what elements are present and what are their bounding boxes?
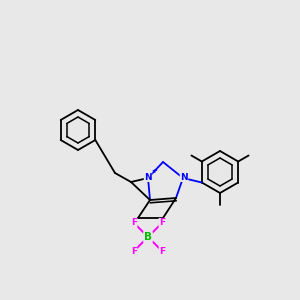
Text: F: F bbox=[131, 218, 137, 227]
Text: N: N bbox=[144, 172, 152, 182]
Text: F: F bbox=[159, 247, 165, 256]
Text: B: B bbox=[144, 232, 152, 242]
Text: F: F bbox=[131, 247, 137, 256]
Text: +: + bbox=[151, 168, 157, 174]
Text: N: N bbox=[180, 172, 188, 182]
Text: F: F bbox=[159, 218, 165, 227]
